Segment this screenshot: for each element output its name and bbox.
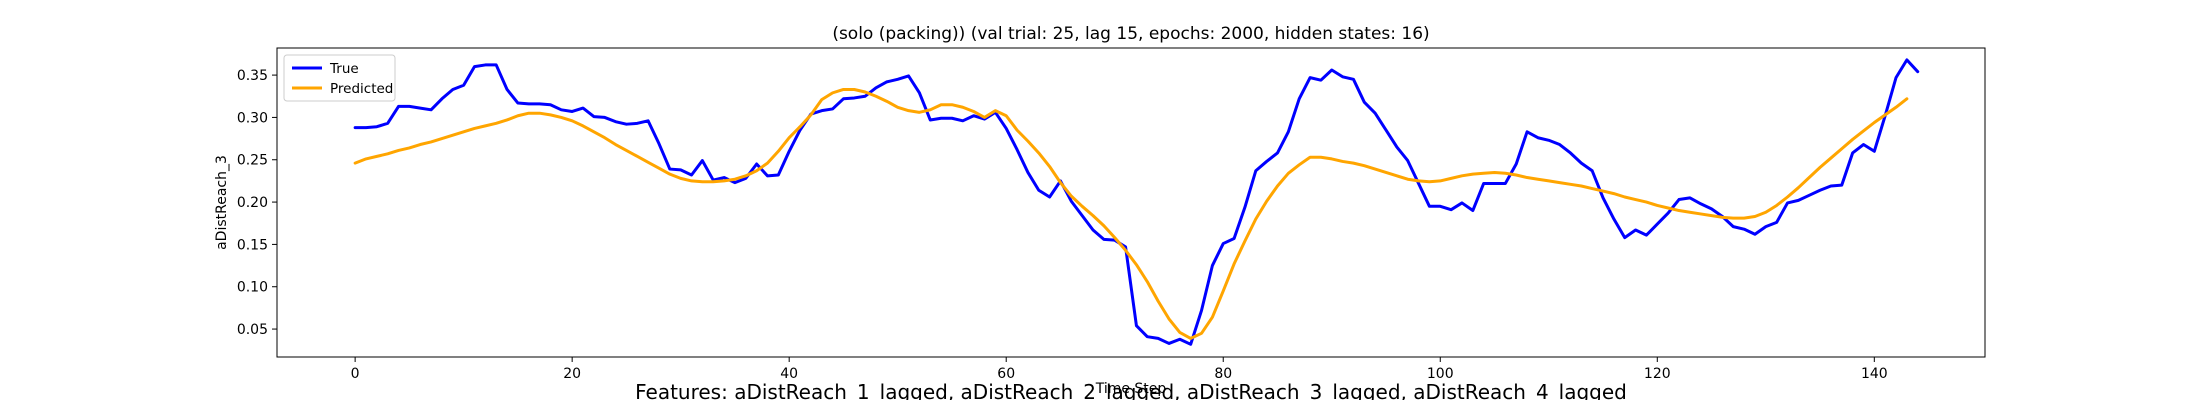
legend-label-predicted: Predicted xyxy=(330,81,393,97)
y-tick-label: 0.15 xyxy=(237,237,268,253)
x-tick-label: 140 xyxy=(1861,366,1888,382)
x-tick-label: 20 xyxy=(563,366,581,382)
y-tick-label: 0.30 xyxy=(237,110,268,126)
plot-area xyxy=(276,47,1986,358)
series-line-predicted xyxy=(353,87,1909,340)
y-tick-label: 0.20 xyxy=(237,195,268,211)
y-tick-label: 0.05 xyxy=(237,322,268,338)
legend: True Predicted xyxy=(283,54,396,102)
y-tick-label: 0.25 xyxy=(237,153,268,169)
x-axis-label: Time Step xyxy=(1095,381,1167,397)
y-tick-label: 0.10 xyxy=(237,280,268,296)
y-axis: 0.05 0.10 0.15 0.20 0.25 0.30 0.35 xyxy=(237,68,277,338)
x-tick-label: 0 xyxy=(351,366,360,382)
x-tick-label: 80 xyxy=(1214,366,1232,382)
x-tick-label: 60 xyxy=(997,366,1015,382)
series-layer xyxy=(353,58,1920,346)
features-caption: Features: aDistReach_1_lagged, aDistReac… xyxy=(635,380,1627,400)
chart-title: (solo (packing)) (val trial: 25, lag 15,… xyxy=(832,24,1429,44)
x-tick-label: 40 xyxy=(780,366,798,382)
x-tick-label: 100 xyxy=(1427,366,1454,382)
y-axis-label: aDistReach_3 xyxy=(214,155,230,250)
series-line-true xyxy=(353,58,1920,346)
x-axis: 0 20 40 60 80 100 120 140 xyxy=(351,357,1888,382)
y-tick-label: 0.35 xyxy=(237,68,268,84)
legend-label-true: True xyxy=(329,61,359,77)
x-tick-label: 120 xyxy=(1644,366,1671,382)
